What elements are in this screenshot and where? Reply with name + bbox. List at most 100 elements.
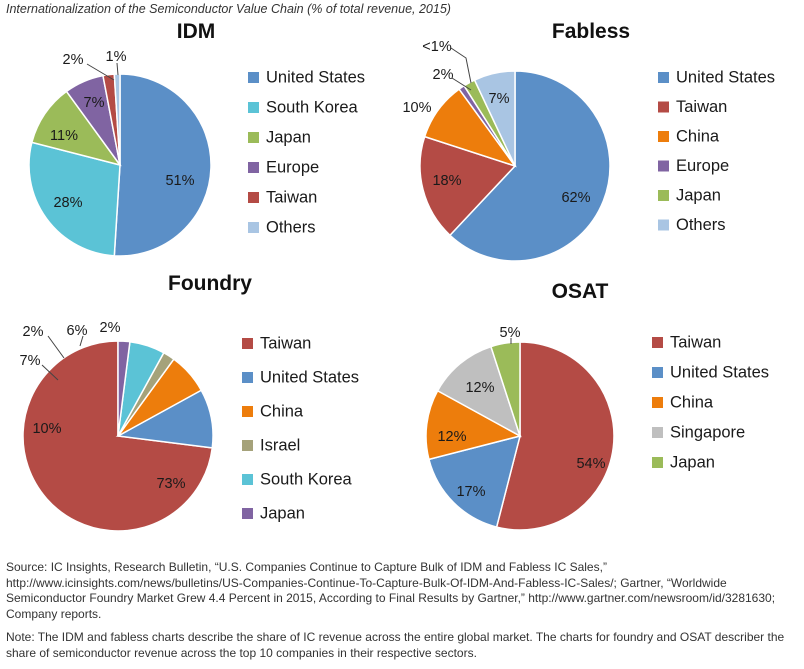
foundry-legend-label-japan: Japan	[260, 504, 305, 522]
fabless-slice-others	[473, 70, 516, 167]
idm-label-others: 1%	[106, 49, 127, 65]
idm-legend-label-japan: Japan	[266, 128, 311, 146]
fabless-legend-swatch-united-states	[658, 72, 669, 83]
idm-leader-others	[116, 62, 119, 76]
fabless-legend-label-others: Others	[676, 216, 726, 234]
osat-label-taiwan: 54%	[576, 456, 605, 472]
figure-title: Internationalization of the Semiconducto…	[6, 2, 451, 16]
osat-slice-china	[425, 389, 523, 461]
osat-slice-united-states	[428, 434, 522, 528]
idm-label-japan: 11%	[50, 128, 78, 144]
foundry-label-japan: 2%	[100, 320, 121, 336]
fabless-legend-label-japan: Japan	[676, 186, 721, 204]
foundry-slice-japan	[117, 340, 131, 437]
foundry-label-israel: 2%	[23, 324, 44, 340]
foundry-legend-label-united-states: United States	[260, 368, 359, 386]
osat-legend-label-china: China	[670, 393, 714, 411]
foundry-legend-label-israel: Israel	[260, 436, 300, 454]
idm-legend-swatch-europe	[248, 162, 259, 173]
fabless-chart-panel: Fabless 62% 18% 10% <1% 2% 7% United States Taiw…	[400, 0, 804, 280]
fabless-slice-taiwan	[419, 135, 517, 237]
foundry-legend-swatch-israel	[242, 440, 253, 451]
osat-legend-label-united-states: United States	[670, 363, 769, 381]
idm-label-europe: 7%	[84, 95, 105, 111]
osat-label-japan: 5%	[500, 325, 521, 341]
foundry-legend-label-taiwan: Taiwan	[260, 334, 311, 352]
osat-legend-label-singapore: Singapore	[670, 423, 745, 441]
idm-chart-panel: IDM 51% 28% 11% 7% 2% 1% United States South Kor…	[0, 0, 400, 280]
idm-label-taiwan: 2%	[63, 52, 84, 68]
osat-label-singapore: 12%	[465, 380, 494, 396]
osat-legend-swatch-singapore	[652, 427, 663, 438]
foundry-label-united-states: 10%	[32, 421, 61, 437]
idm-slice-others	[113, 73, 121, 166]
fabless-legend-label-china: China	[676, 127, 720, 145]
osat-legend-label-japan: Japan	[670, 453, 715, 471]
osat-label-united-states: 17%	[456, 484, 485, 500]
idm-legend-label-united-states: United States	[266, 68, 365, 86]
foundry-legend-swatch-china	[242, 406, 253, 417]
fabless-legend-label-taiwan: Taiwan	[676, 98, 727, 116]
foundry-leader-israel	[47, 335, 65, 359]
source-note: Source: IC Insights, Research Bulletin, …	[6, 560, 776, 621]
fabless-legend-label-europe: Europe	[676, 157, 729, 175]
foundry-legend-swatch-united-states	[242, 372, 253, 383]
osat-chart-panel: OSAT 54% 17% 12% 12% 5% Taiwan United States Chi…	[400, 0, 804, 560]
methodology-note: Note: The IDM and fabless charts describ…	[6, 630, 785, 660]
fabless-leader-japan	[451, 77, 472, 91]
idm-legend-label-europe: Europe	[266, 158, 319, 176]
osat-label-china: 12%	[437, 429, 466, 445]
foundry-label-china: 7%	[20, 353, 41, 369]
idm-chart-title: IDM	[177, 20, 216, 43]
fabless-label-china: 10%	[402, 100, 431, 116]
foundry-label-south-korea: 6%	[67, 323, 88, 339]
idm-legend-swatch-taiwan	[248, 192, 259, 203]
foundry-chart-title: Foundry	[168, 272, 252, 295]
fabless-legend-swatch-taiwan	[658, 101, 669, 113]
foundry-legend-swatch-south-korea	[242, 474, 253, 485]
fabless-label-japan: 2%	[433, 67, 454, 83]
idm-slice-south-korea	[28, 141, 121, 257]
foundry-label-taiwan: 73%	[156, 476, 185, 492]
osat-slice-taiwan	[495, 341, 615, 531]
idm-legend-swatch-others	[248, 222, 259, 233]
osat-legend-swatch-taiwan	[652, 337, 663, 348]
fabless-slice-united-states	[448, 70, 611, 262]
idm-label-south-korea: 28%	[53, 195, 82, 211]
fabless-leader-europe	[450, 47, 472, 84]
osat-legend-swatch-united-states	[652, 367, 663, 378]
osat-chart-title: OSAT	[552, 280, 609, 303]
fabless-legend-swatch-china	[658, 131, 669, 142]
osat-legend-swatch-china	[652, 397, 663, 408]
osat-legend-swatch-japan	[652, 457, 663, 468]
idm-legend-label-south-korea: South Korea	[266, 98, 359, 116]
fabless-label-europe: <1%	[422, 39, 452, 55]
fabless-chart-title: Fabless	[552, 20, 630, 43]
idm-legend-swatch-south-korea	[248, 102, 259, 113]
fabless-label-others: 7%	[489, 91, 510, 107]
idm-legend-swatch-united-states	[248, 72, 259, 83]
fabless-legend-swatch-japan	[658, 190, 669, 201]
idm-label-united-states: 51%	[165, 173, 194, 189]
idm-legend-label-others: Others	[266, 218, 316, 236]
osat-slice-singapore	[436, 345, 522, 438]
fabless-legend-swatch-europe	[658, 160, 669, 172]
foundry-leader-south-korea	[79, 335, 84, 347]
foundry-legend-swatch-taiwan	[242, 338, 253, 349]
osat-slice-japan	[490, 341, 521, 437]
idm-legend-label-taiwan: Taiwan	[266, 188, 317, 206]
footer: Source: IC Insights, Research Bulletin, …	[6, 560, 796, 669]
fabless-legend-label-united-states: United States	[676, 68, 775, 86]
idm-legend-swatch-japan	[248, 132, 259, 143]
foundry-legend-label-south-korea: South Korea	[260, 470, 353, 488]
idm-leader-taiwan	[86, 63, 115, 81]
fabless-label-united-states: 62%	[561, 190, 590, 206]
foundry-legend-label-china: China	[260, 402, 304, 420]
idm-slice-united-states	[113, 73, 212, 257]
fabless-label-taiwan: 18%	[432, 173, 461, 189]
osat-legend-label-taiwan: Taiwan	[670, 333, 721, 351]
foundry-leader-china	[41, 364, 59, 381]
foundry-chart-panel: Foundry 73% 10% 7% 2% 6% 2% Taiwan United States…	[0, 0, 400, 560]
foundry-legend-swatch-japan	[242, 508, 253, 519]
fabless-legend-swatch-others	[658, 219, 669, 231]
